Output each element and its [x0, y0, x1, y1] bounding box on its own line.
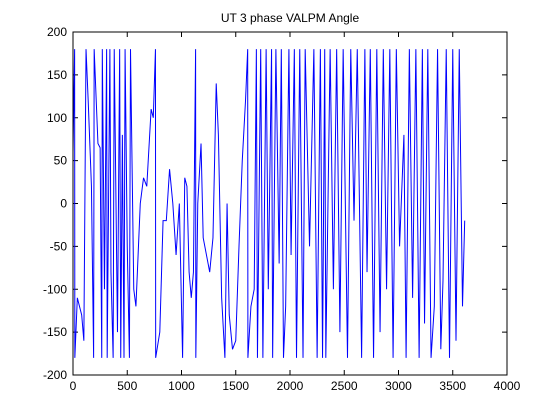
- x-tick-label: 3000: [385, 379, 412, 393]
- x-tick-label: 3500: [439, 379, 466, 393]
- y-tick-label: 50: [54, 154, 68, 168]
- x-tick-label: 4000: [494, 379, 521, 393]
- x-tick-label: 1000: [168, 379, 195, 393]
- axes-box: [72, 31, 508, 376]
- chart-title: UT 3 phase VALPM Angle: [221, 11, 360, 25]
- x-tick-label: 2500: [331, 379, 358, 393]
- data-line: [72, 49, 466, 358]
- x-tick-label: 2000: [277, 379, 304, 393]
- y-tick-label: -100: [43, 282, 67, 296]
- y-tick-label: -150: [43, 325, 67, 339]
- y-tick-label: 200: [47, 25, 67, 39]
- x-tick-label: 1500: [222, 379, 249, 393]
- x-tick-label: 0: [70, 379, 77, 393]
- y-tick-label: 150: [47, 68, 67, 82]
- y-tick-label: 0: [60, 197, 67, 211]
- x-tick-label: 500: [117, 379, 137, 393]
- y-tick-label: -200: [43, 368, 67, 382]
- y-tick-label: 100: [47, 111, 67, 125]
- y-tick-label: -50: [50, 239, 68, 253]
